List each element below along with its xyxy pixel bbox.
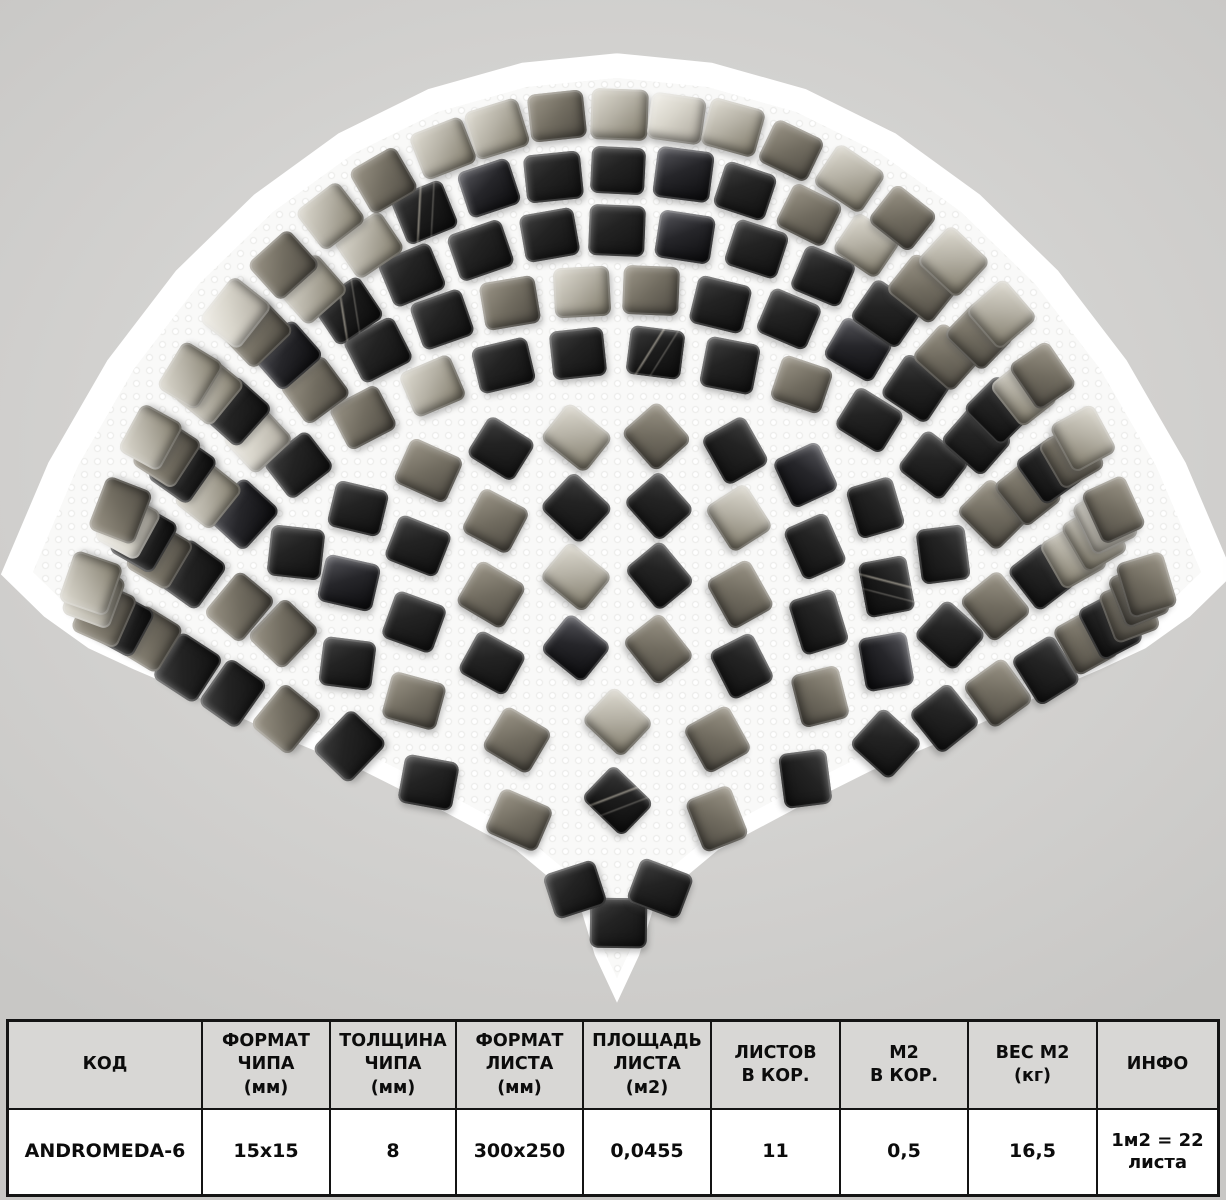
value-sheets-per-box: 11 (712, 1110, 841, 1194)
mosaic-chip (266, 523, 326, 580)
value-chip-format: 15x15 (203, 1110, 331, 1194)
mosaic-chip (654, 208, 717, 265)
mosaic-chip (857, 554, 916, 619)
mosaic-chip (478, 275, 542, 332)
value-m2-per-box: 0,5 (841, 1110, 969, 1194)
mosaic-chip (778, 748, 833, 810)
product-photo (0, 53, 1226, 1003)
value-sheet-area: 0,0455 (584, 1110, 712, 1194)
value-info: 1м2 = 22 листа (1111, 1129, 1204, 1174)
col-header-chip-thickness: ТОЛЩИНА ЧИПА (мм) (331, 1022, 457, 1110)
col-header-sheet-area: ПЛОЩАДЬ ЛИСТА (м2) (584, 1022, 712, 1110)
mosaic-chip (856, 631, 915, 693)
mosaic-chip (518, 206, 581, 263)
mosaic-chip (552, 265, 611, 318)
value-weight-m2: 16,5 (969, 1110, 1098, 1194)
col-header-info: ИНФО (1098, 1022, 1217, 1110)
value-code: ANDROMEDA-6 (9, 1110, 203, 1194)
mosaic-chip (317, 636, 377, 692)
col-header-weight-m2: ВЕС М2 (кг) (969, 1022, 1098, 1110)
mosaic-chip (587, 203, 646, 257)
mosaic-chip (522, 149, 585, 204)
mosaic-chip (527, 88, 588, 143)
col-header-m2-per-box: М2 В КОР. (841, 1022, 969, 1110)
mosaic-chip (698, 334, 761, 396)
mosaic-chip (625, 324, 686, 380)
value-chip-thickness: 8 (331, 1110, 457, 1194)
mosaic-chip (622, 264, 681, 316)
spec-table: КОД ФОРМАТ ЧИПА (мм) ТОЛЩИНА ЧИПА (мм) Ф… (6, 1019, 1220, 1197)
col-header-chip-format: ФОРМАТ ЧИПА (мм) (203, 1022, 331, 1110)
mosaic-chip (590, 87, 649, 141)
col-header-sheet-format: ФОРМАТ ЛИСТА (мм) (457, 1022, 584, 1110)
mosaic-chip (915, 524, 971, 585)
col-header-sheets-per-box: ЛИСТОВ В КОР. (712, 1022, 841, 1110)
mosaic-chip (652, 145, 716, 204)
col-header-code: КОД (9, 1022, 203, 1110)
mosaic-chip (548, 325, 608, 380)
mosaic-chip (589, 145, 647, 196)
value-sheet-format: 300x250 (457, 1110, 584, 1194)
mosaic-chip (646, 91, 708, 146)
mosaic-chip (396, 753, 460, 812)
